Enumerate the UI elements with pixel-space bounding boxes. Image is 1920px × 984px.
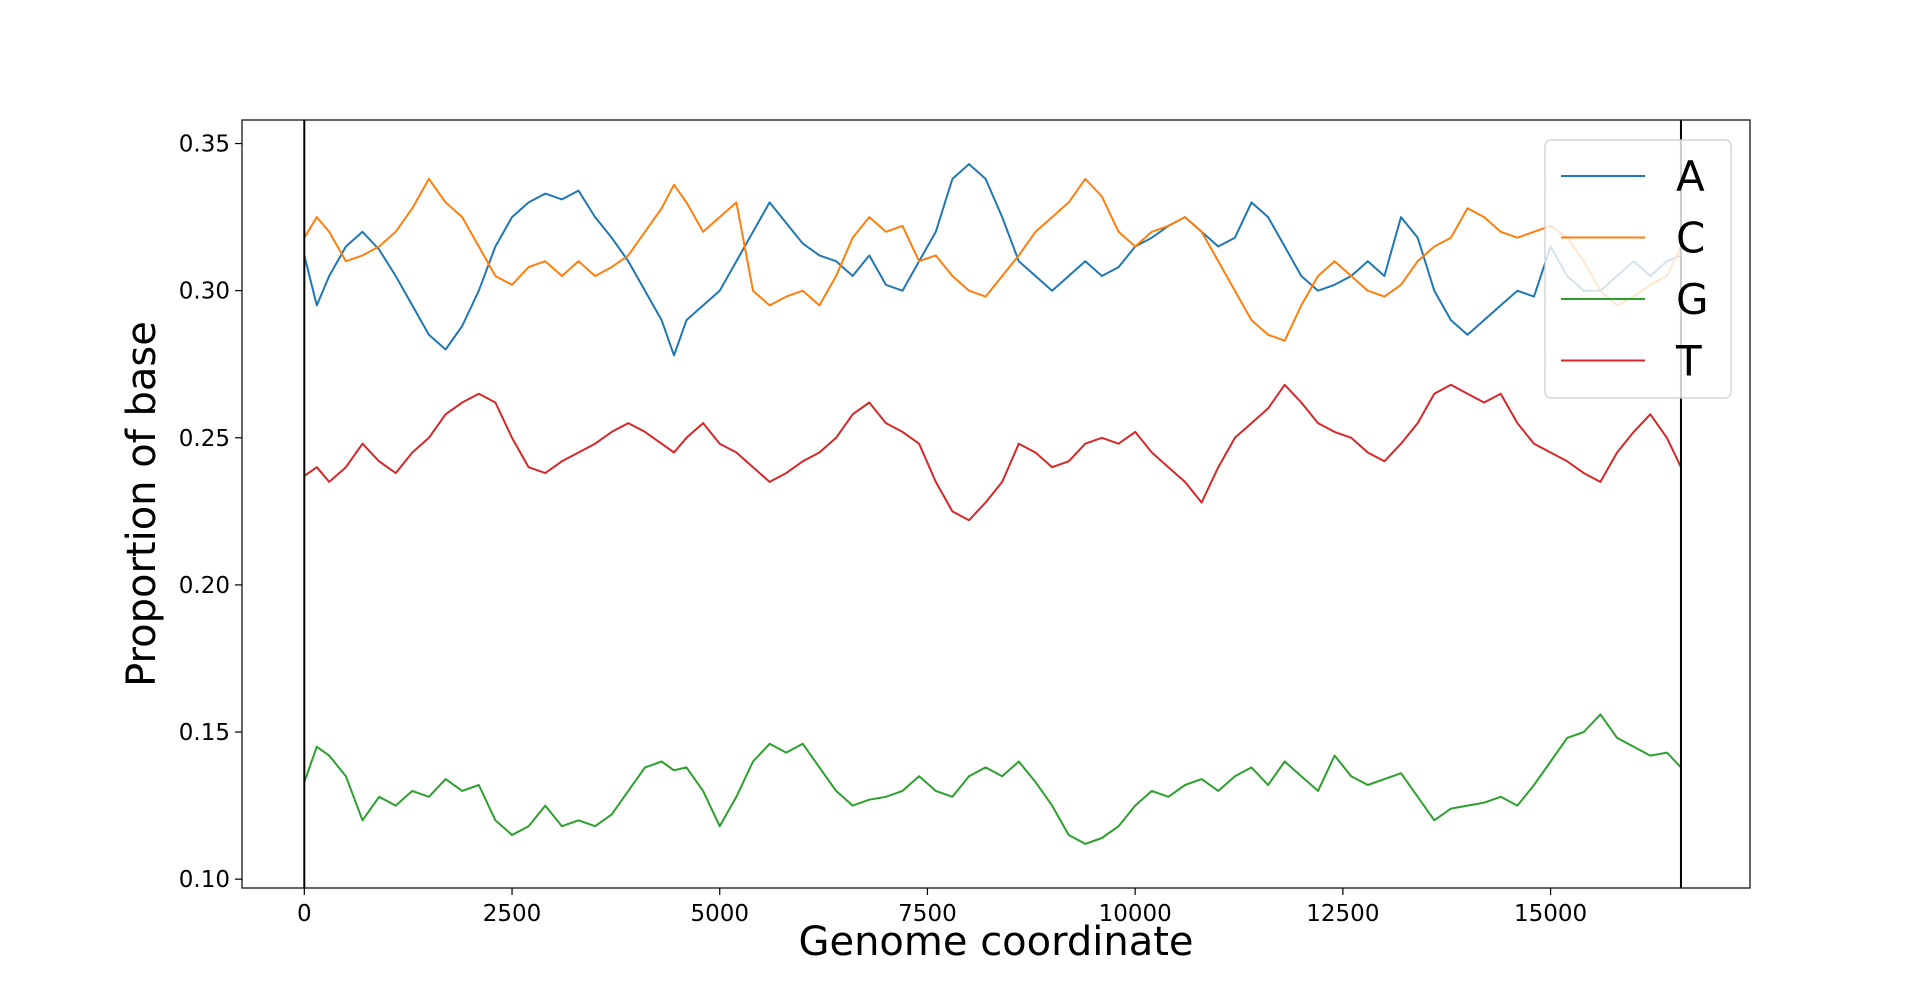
y-axis-title: Proportion of base bbox=[119, 321, 165, 687]
y-tick-label: 0.10 bbox=[179, 867, 230, 893]
legend-label-T: T bbox=[1675, 337, 1702, 386]
x-tick-label: 2500 bbox=[483, 901, 542, 927]
series-line-T bbox=[303, 383, 1682, 522]
y-tick-label: 0.25 bbox=[179, 426, 230, 452]
y-axis-ticks: 0.10 0.15 0.20 0.25 0.30 0.35 bbox=[179, 132, 242, 893]
y-tick-label: 0.30 bbox=[179, 279, 230, 305]
series-line-A bbox=[303, 163, 1682, 357]
series-line-G bbox=[303, 713, 1682, 845]
y-tick-label: 0.35 bbox=[179, 132, 230, 158]
x-axis-ticks: 0 2500 5000 7500 10000 12500 15000 bbox=[297, 888, 1587, 927]
plot-frame bbox=[241, 119, 1751, 889]
x-tick-label: 10000 bbox=[1099, 901, 1172, 927]
x-tick-label: 15000 bbox=[1514, 901, 1587, 927]
y-tick-label: 0.20 bbox=[179, 573, 230, 599]
legend-label-A: A bbox=[1676, 152, 1705, 201]
series-layer bbox=[303, 163, 1682, 845]
legend-label-G: G bbox=[1676, 275, 1709, 324]
x-tick-label: 12500 bbox=[1306, 901, 1379, 927]
x-tick-label: 7500 bbox=[898, 901, 957, 927]
x-tick-label: 5000 bbox=[690, 901, 749, 927]
legend-box bbox=[1544, 139, 1732, 399]
y-tick-label: 0.15 bbox=[179, 720, 230, 746]
legend-label-C: C bbox=[1676, 214, 1705, 263]
x-tick-label: 0 bbox=[297, 901, 312, 927]
x-axis-title: Genome coordinate bbox=[798, 919, 1193, 965]
series-line-C bbox=[303, 177, 1682, 342]
